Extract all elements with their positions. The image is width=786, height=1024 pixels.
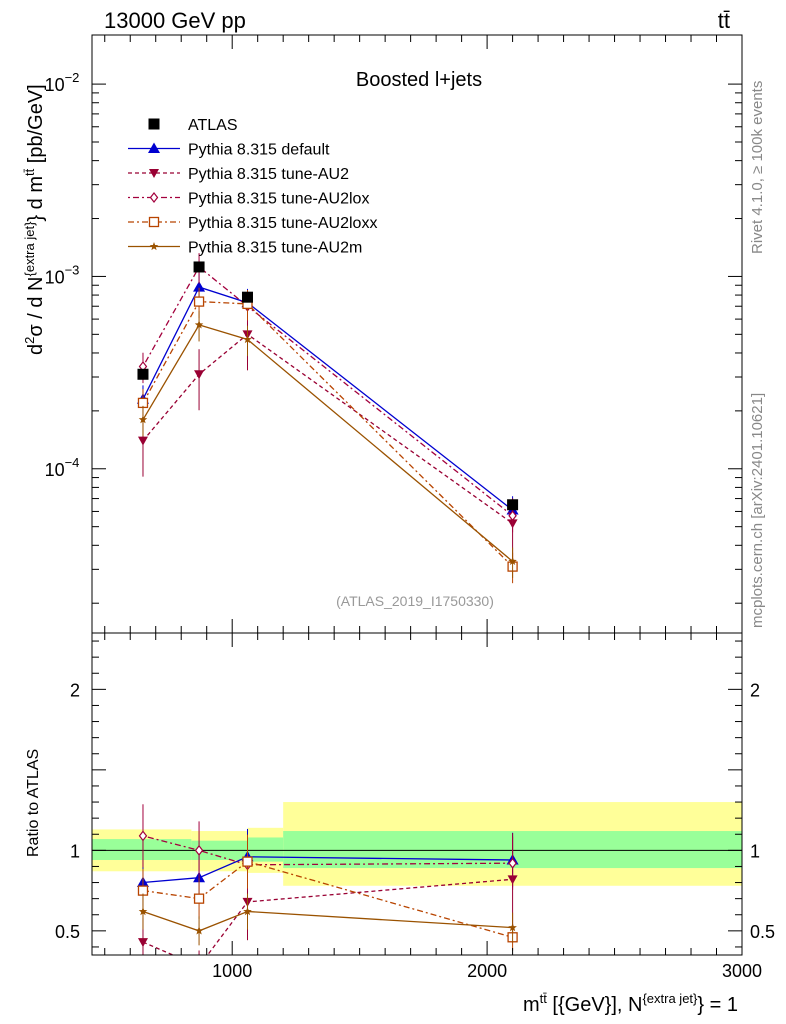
- point-0-3: [507, 499, 519, 511]
- ratio-line-2: [142, 878, 513, 955]
- ratio-tick-label-right-0.5: 0.5: [750, 922, 775, 942]
- legend-label-5: Pythia 8.315 tune-AU2m: [188, 240, 362, 257]
- ratio-tick-label-right-1: 1: [750, 841, 760, 861]
- legend-marker-0: [148, 118, 160, 130]
- series-line-1: [142, 286, 514, 511]
- point-2-0: [137, 436, 148, 446]
- legend-marker-5: [149, 242, 159, 251]
- legend-marker-2: [149, 169, 159, 178]
- point-4-1: [193, 296, 205, 307]
- ratio-frame: [91, 632, 743, 956]
- ratio-line-5: [142, 910, 513, 932]
- ratio-tick-label-left-1: 1: [70, 841, 80, 861]
- legend-marker-4: [148, 216, 160, 228]
- ratio-point-4-2: [242, 856, 253, 867]
- x-tick-label-3000: 3000: [722, 961, 762, 981]
- y-tick-label-0: 10−4: [45, 455, 80, 480]
- ratio-line-3: [142, 835, 513, 866]
- point-2-1: [194, 370, 205, 380]
- point-0-1: [193, 261, 205, 273]
- y-tick-label-2: 10−2: [45, 70, 80, 95]
- series-line-5: [142, 324, 514, 562]
- ratio-band-inner-2: [247, 837, 284, 862]
- header-collision: 13000 GeV pp: [104, 8, 246, 33]
- point-0-2: [241, 291, 253, 303]
- ratio-tick-label-right-2: 2: [750, 680, 760, 700]
- legend-label-1: Pythia 8.315 default: [188, 142, 330, 159]
- ratio-y-axis-label: Ratio to ATLAS: [25, 749, 42, 857]
- ratio-point-3-3: [508, 857, 517, 869]
- series-line-2: [142, 333, 513, 524]
- legend: ATLAS Pythia 8.315 default Pythia 8.315 tu…: [128, 117, 377, 257]
- point-1-1: [193, 281, 206, 292]
- series-line-4: [142, 300, 514, 568]
- ratio-line-4: [142, 860, 513, 938]
- x-axis-label: mtt̄ [{GeV}], N{extra jet}} = 1: [523, 991, 738, 1016]
- series-line-3: [142, 266, 514, 517]
- analysis-watermark: (ATLAS_2019_I1750330): [336, 593, 494, 609]
- point-3-3: [508, 510, 517, 522]
- point-5-0: [138, 415, 148, 424]
- point-5-2: [243, 335, 252, 344]
- legend-marker-3: [149, 192, 159, 203]
- legend-label-4: Pythia 8.315 tune-AU2loxx: [188, 215, 377, 232]
- ratio-panel: 1000 2000 3000 0.5 0.5 1 1 2 2 Ratio to ATLAS: [25, 632, 775, 981]
- ratio-line-1: [142, 856, 513, 884]
- ratio-point-5-1: [194, 926, 204, 935]
- ratio-point-2-0: [137, 938, 148, 948]
- ratio-point-3-1: [194, 844, 204, 856]
- ratio-point-5-2: [243, 907, 252, 916]
- header-process: tt̄: [718, 8, 730, 33]
- point-5-3: [508, 556, 517, 565]
- chart-title: Boosted l+jets: [356, 69, 482, 91]
- y-tick-label-1: 10−3: [45, 262, 80, 287]
- side-label-rivet: Rivet 4.1.0, ≥ 100k events: [749, 81, 766, 254]
- ratio-tick-label-left-2: 2: [70, 680, 80, 700]
- point-0-0: [137, 368, 149, 380]
- ratio-point-4-1: [193, 893, 205, 904]
- legend-label-0: ATLAS: [188, 117, 238, 134]
- ratio-point-5-0: [138, 907, 148, 916]
- main-panel: 10−4 10−3 10−2 Boosted l+jets (ATLAS_2019_…: [22, 34, 743, 634]
- y-axis-label: d2σ / d N{extra jet}} d mtt̄ [pb/GeV]: [22, 84, 47, 355]
- legend-label-2: Pythia 8.315 tune-AU2: [188, 166, 349, 183]
- ratio-band-inner-0: [92, 839, 192, 861]
- ratio-tick-label-left-0.5: 0.5: [55, 922, 80, 942]
- x-tick-label-1000: 1000: [212, 961, 252, 981]
- ratio-point-3-0: [138, 830, 148, 842]
- x-tick-label-2000: 2000: [467, 961, 507, 981]
- ratio-point-5-3: [508, 923, 517, 932]
- legend-label-3: Pythia 8.315 tune-AU2lox: [188, 191, 369, 208]
- side-label-mcplots: mcplots.cern.ch [arXiv:2401.10621]: [749, 393, 766, 628]
- legend-marker-1: [148, 142, 160, 153]
- point-5-1: [194, 320, 204, 329]
